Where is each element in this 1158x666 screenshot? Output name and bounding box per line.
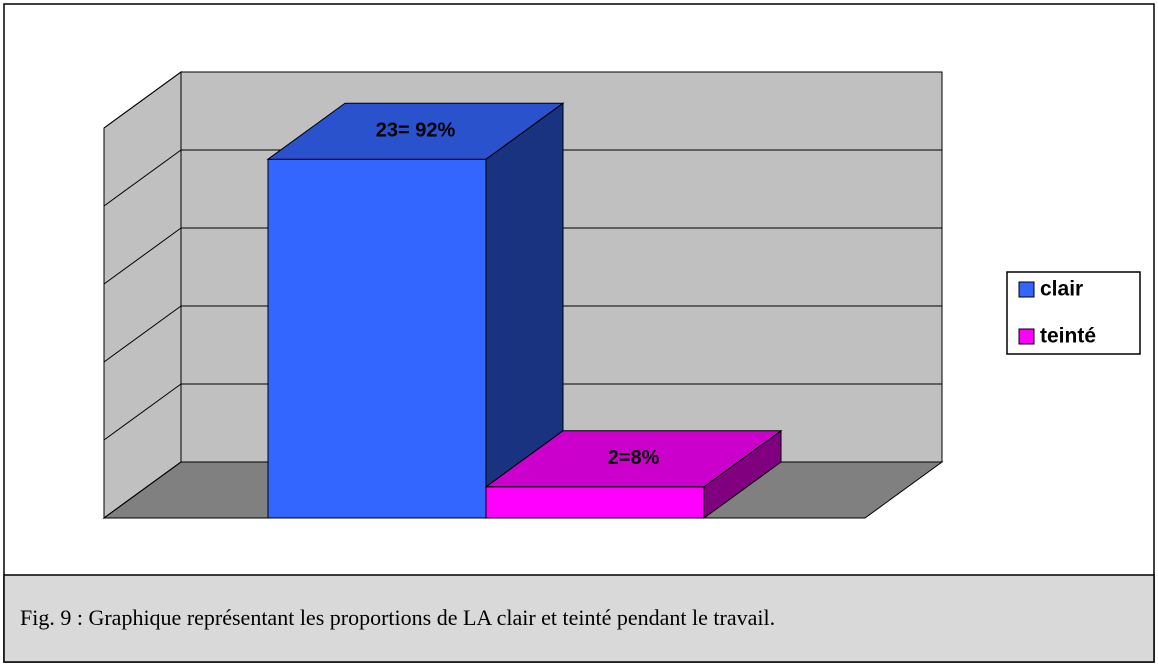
bar-top <box>266 102 565 160</box>
legend-label: teinté <box>1040 325 1096 348</box>
data-label: 2=8% <box>608 447 660 469</box>
bar <box>484 429 783 519</box>
legend-label: clair <box>1040 278 1083 301</box>
grid-line-side <box>103 227 182 285</box>
caption-box <box>3 574 1155 663</box>
grid-line-side <box>103 305 182 363</box>
bar <box>266 102 565 519</box>
data-label: 23= 92% <box>376 119 456 141</box>
side-wall <box>103 71 182 519</box>
grid-line-side <box>103 383 182 441</box>
bar-top <box>484 430 783 488</box>
legend-swatch <box>1018 328 1035 345</box>
bar-front <box>267 158 487 519</box>
caption: Fig. 9 : Graphique représentant les prop… <box>20 605 775 630</box>
grid-line-side <box>103 71 182 129</box>
grid-line-side <box>103 461 182 519</box>
legend-swatch <box>1018 281 1035 298</box>
grid-line-side <box>103 149 182 207</box>
bar-front <box>485 486 705 519</box>
